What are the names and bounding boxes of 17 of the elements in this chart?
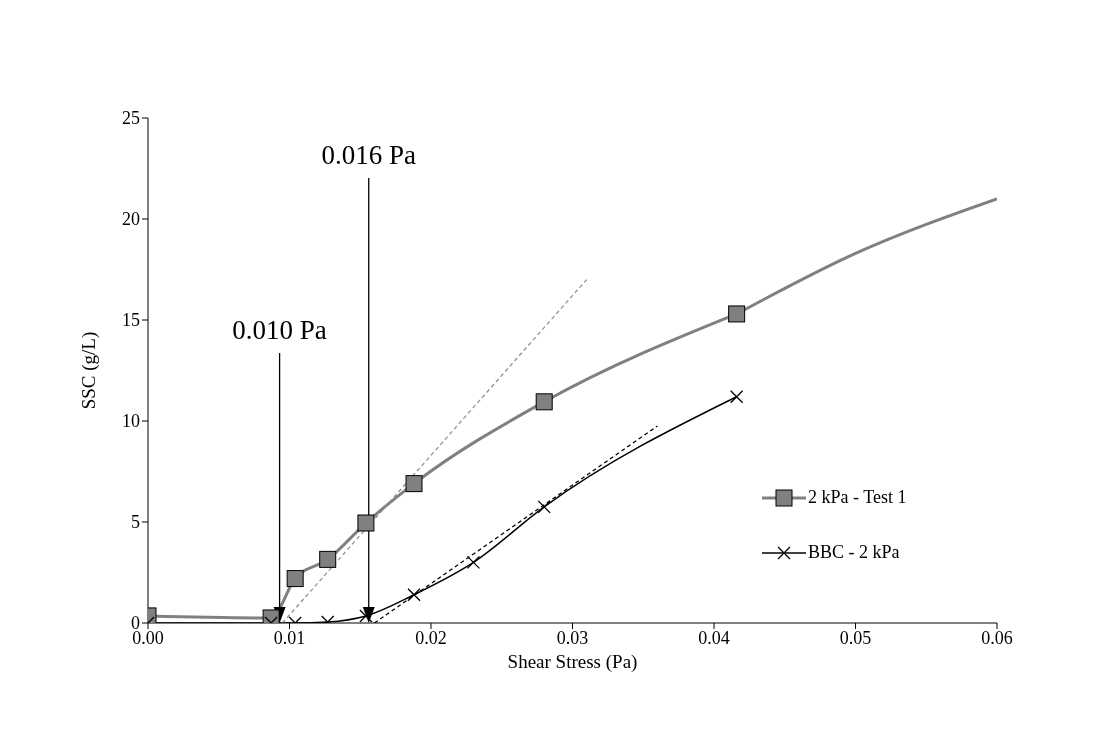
y-tick-label: 20 xyxy=(122,209,140,230)
y-tick-label: 10 xyxy=(122,411,140,432)
x-tick-label: 0.06 xyxy=(981,627,1013,648)
legend-label: 2 kPa - Test 1 xyxy=(808,487,907,508)
y-tick-label: 5 xyxy=(131,512,140,533)
y-tick-label: 25 xyxy=(122,108,140,129)
x-axis-title: Shear Stress (Pa) xyxy=(507,651,638,673)
x-tick-label: 0.01 xyxy=(273,627,306,648)
y-tick-label: 15 xyxy=(122,310,140,331)
x-tick-label: 0.03 xyxy=(556,627,589,648)
legend-label: BBC - 2 kPa xyxy=(808,542,900,563)
x-tick-label: 0.05 xyxy=(839,627,872,648)
ref-line-label: 0.016 Pa xyxy=(321,140,417,170)
x-tick-label: 0.04 xyxy=(698,627,730,648)
y-axis-title: SSC (g/L) xyxy=(77,331,100,410)
ref-line-label: 0.010 Pa xyxy=(232,315,327,345)
x-tick-label: 0.02 xyxy=(415,627,447,648)
